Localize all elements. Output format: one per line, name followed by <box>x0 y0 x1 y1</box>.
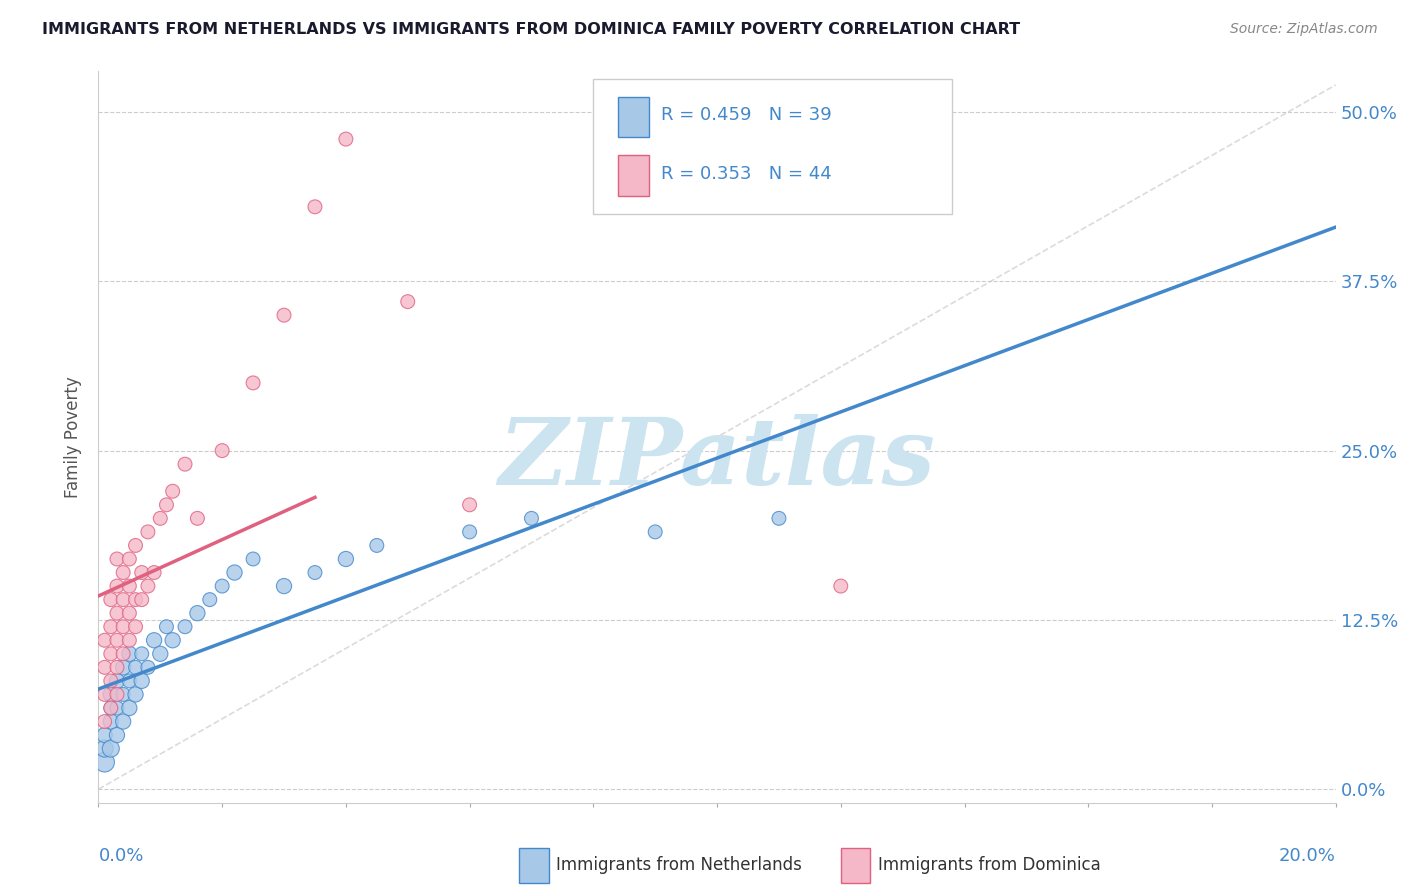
Point <box>149 647 172 661</box>
Point <box>118 579 141 593</box>
Point <box>644 524 666 539</box>
Point <box>118 673 141 688</box>
Point <box>366 538 388 552</box>
Point <box>118 633 141 648</box>
Point <box>124 620 146 634</box>
Point <box>105 701 128 715</box>
Point <box>198 592 221 607</box>
Point <box>186 606 208 620</box>
Bar <box>841 848 870 883</box>
Point <box>100 714 122 729</box>
Point <box>335 132 357 146</box>
Point <box>93 741 115 756</box>
Text: 20.0%: 20.0% <box>1279 847 1336 864</box>
Text: Source: ZipAtlas.com: Source: ZipAtlas.com <box>1230 22 1378 37</box>
Point <box>100 701 122 715</box>
Point <box>211 443 233 458</box>
Point <box>105 688 128 702</box>
Point <box>112 647 135 661</box>
Text: ZIPatlas: ZIPatlas <box>499 414 935 504</box>
Text: R = 0.459   N = 39: R = 0.459 N = 39 <box>661 106 832 124</box>
Point <box>124 660 146 674</box>
Point <box>396 294 419 309</box>
Point <box>112 620 135 634</box>
Point <box>105 728 128 742</box>
Point <box>304 566 326 580</box>
Point <box>224 566 246 580</box>
Point <box>118 552 141 566</box>
Point <box>155 620 177 634</box>
Point <box>105 606 128 620</box>
Point <box>458 524 481 539</box>
Point <box>100 673 122 688</box>
Bar <box>619 97 650 137</box>
Point <box>273 308 295 322</box>
Point <box>131 673 153 688</box>
Point <box>100 592 122 607</box>
Point <box>100 647 122 661</box>
Point <box>143 633 166 648</box>
Point <box>105 633 128 648</box>
Text: R = 0.353   N = 44: R = 0.353 N = 44 <box>661 165 832 183</box>
Point <box>186 511 208 525</box>
Point <box>93 714 115 729</box>
Point <box>112 688 135 702</box>
Y-axis label: Family Poverty: Family Poverty <box>65 376 83 498</box>
Text: 0.0%: 0.0% <box>98 847 143 864</box>
Point <box>93 633 115 648</box>
Point <box>768 511 790 525</box>
Point <box>136 524 159 539</box>
Point <box>143 566 166 580</box>
Point <box>520 511 543 525</box>
Point <box>830 579 852 593</box>
Point <box>131 647 153 661</box>
Point <box>100 741 122 756</box>
FancyBboxPatch shape <box>593 78 952 214</box>
Point <box>162 633 184 648</box>
Point <box>304 200 326 214</box>
Point <box>136 579 159 593</box>
Point <box>242 552 264 566</box>
Point <box>211 579 233 593</box>
Point <box>118 606 141 620</box>
Point <box>112 592 135 607</box>
Point <box>155 498 177 512</box>
Point <box>100 701 122 715</box>
Point <box>93 688 115 702</box>
Point <box>93 728 115 742</box>
Point <box>105 673 128 688</box>
Point <box>105 660 128 674</box>
Point <box>112 566 135 580</box>
Point <box>112 714 135 729</box>
Point <box>131 592 153 607</box>
Point <box>335 552 357 566</box>
Point <box>124 592 146 607</box>
Point <box>124 688 146 702</box>
Bar <box>619 155 650 195</box>
Point <box>118 701 141 715</box>
Point <box>112 660 135 674</box>
Point <box>118 647 141 661</box>
Point <box>124 538 146 552</box>
Point <box>273 579 295 593</box>
Point <box>136 660 159 674</box>
Point <box>105 579 128 593</box>
Point <box>242 376 264 390</box>
Point <box>174 620 197 634</box>
Point <box>149 511 172 525</box>
Point <box>105 552 128 566</box>
Text: Immigrants from Netherlands: Immigrants from Netherlands <box>557 856 801 874</box>
Text: IMMIGRANTS FROM NETHERLANDS VS IMMIGRANTS FROM DOMINICA FAMILY POVERTY CORRELATI: IMMIGRANTS FROM NETHERLANDS VS IMMIGRANT… <box>42 22 1021 37</box>
Point <box>100 620 122 634</box>
Point <box>458 498 481 512</box>
Point <box>100 688 122 702</box>
Text: Immigrants from Dominica: Immigrants from Dominica <box>877 856 1101 874</box>
Point <box>93 755 115 769</box>
Bar <box>519 848 548 883</box>
Point <box>93 660 115 674</box>
Point <box>162 484 184 499</box>
Point <box>131 566 153 580</box>
Point <box>174 457 197 471</box>
